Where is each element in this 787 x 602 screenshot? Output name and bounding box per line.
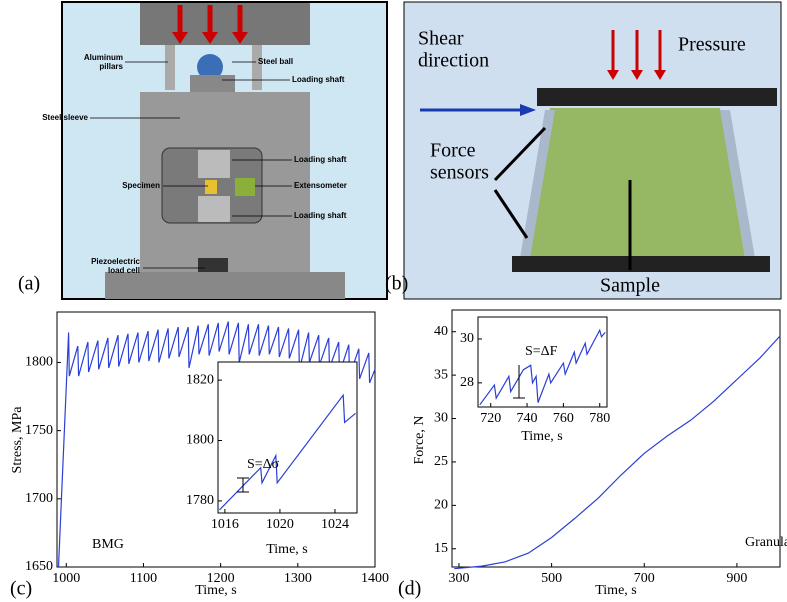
diagram-label: Force bbox=[430, 140, 476, 162]
diagram-a bbox=[61, 1, 388, 300]
y-tick-label: 1780 bbox=[186, 493, 214, 508]
annotation: S=Δσ bbox=[247, 457, 280, 472]
diagram-label: Loading shaft bbox=[292, 75, 345, 84]
x-tick-label: 300 bbox=[448, 571, 469, 586]
x-tick-label: 1200 bbox=[207, 571, 235, 586]
data-line bbox=[57, 321, 376, 568]
panel-label: (d) bbox=[398, 578, 421, 600]
diagram-label: Sample bbox=[600, 275, 660, 297]
diagram-b bbox=[403, 1, 782, 300]
x-tick-label: 500 bbox=[541, 571, 562, 586]
diagram-label: Piezoelectric bbox=[91, 257, 140, 266]
diagram-label: Extensometer bbox=[294, 181, 347, 190]
step-marker bbox=[237, 477, 249, 493]
y-tick-label: 20 bbox=[434, 498, 448, 513]
x-axis-label: Time, s bbox=[195, 583, 237, 598]
x-tick-label: 900 bbox=[726, 571, 747, 586]
y-tick-label: 35 bbox=[434, 367, 448, 382]
panel-label: (c) bbox=[10, 578, 32, 600]
y-tick-label: 1820 bbox=[186, 372, 214, 387]
diagram-label: Aluminum bbox=[84, 53, 123, 62]
x-tick-label: 1400 bbox=[361, 571, 389, 586]
step-marker bbox=[513, 365, 525, 399]
x-tick-label: 720 bbox=[480, 411, 501, 426]
diagram-label: Steel sleeve bbox=[42, 113, 88, 122]
x-axis-label: Time, s bbox=[595, 583, 637, 598]
y-tick-label: 1700 bbox=[25, 491, 53, 506]
panel-label: (b) bbox=[385, 273, 408, 295]
x-tick-label: 1016 bbox=[211, 517, 239, 532]
x-tick-label: 1024 bbox=[321, 517, 349, 532]
y-tick-label: 1750 bbox=[25, 423, 53, 438]
y-axis-label: Force, N bbox=[412, 416, 427, 465]
y-tick-label: 30 bbox=[434, 411, 448, 426]
diagram-label: Specimen bbox=[122, 181, 160, 190]
x-axis-label: Time, s bbox=[521, 429, 563, 444]
annotation: Granular bbox=[745, 535, 787, 550]
y-tick-label: 1800 bbox=[25, 355, 53, 370]
data-line bbox=[218, 393, 356, 511]
x-tick-label: 760 bbox=[553, 411, 574, 426]
annotation: BMG bbox=[92, 537, 124, 552]
x-axis-label: Time, s bbox=[266, 542, 308, 557]
diagram-label: pillars bbox=[99, 62, 123, 71]
panel-label: (a) bbox=[18, 273, 40, 295]
diagram-label: direction bbox=[418, 50, 489, 72]
annotation: S=ΔF bbox=[525, 344, 558, 359]
data-line bbox=[479, 328, 606, 406]
y-axis-label: Stress, MPa bbox=[10, 406, 25, 474]
x-tick-label: 780 bbox=[589, 411, 610, 426]
diagram-label: sensors bbox=[430, 162, 489, 184]
y-tick-label: 1650 bbox=[25, 559, 53, 574]
diagram-label: Loading shaft bbox=[294, 211, 347, 220]
diagram-label: Shear bbox=[418, 28, 464, 50]
x-tick-label: 740 bbox=[517, 411, 538, 426]
x-tick-label: 1300 bbox=[284, 571, 312, 586]
y-tick-label: 28 bbox=[460, 375, 474, 390]
x-tick-label: 700 bbox=[634, 571, 655, 586]
x-tick-label: 1000 bbox=[52, 571, 80, 586]
y-tick-label: 30 bbox=[460, 331, 474, 346]
chart: 1016 1020 1024 1780 1800 1820 Time, s S=Δσ bbox=[186, 361, 358, 557]
data-line bbox=[454, 335, 781, 570]
chart: 300 500 700 900 15 20 25 30 35 40 Time, s Force, N G… bbox=[412, 309, 787, 598]
plot-area bbox=[477, 316, 608, 408]
diagram-label: Pressure bbox=[678, 34, 746, 56]
x-tick-label: 1020 bbox=[266, 517, 294, 532]
diagram-label: Loading shaft bbox=[294, 155, 347, 164]
y-tick-label: 1800 bbox=[186, 433, 214, 448]
y-tick-label: 25 bbox=[434, 454, 448, 469]
diagram-label: load cell bbox=[108, 266, 140, 275]
y-tick-label: 40 bbox=[434, 324, 448, 339]
y-tick-label: 15 bbox=[434, 541, 448, 556]
chart: 720 740 760 780 28 30 Time, s S=ΔF bbox=[460, 316, 610, 444]
diagram-label: Steel ball bbox=[258, 57, 293, 66]
x-tick-label: 1100 bbox=[130, 571, 157, 586]
